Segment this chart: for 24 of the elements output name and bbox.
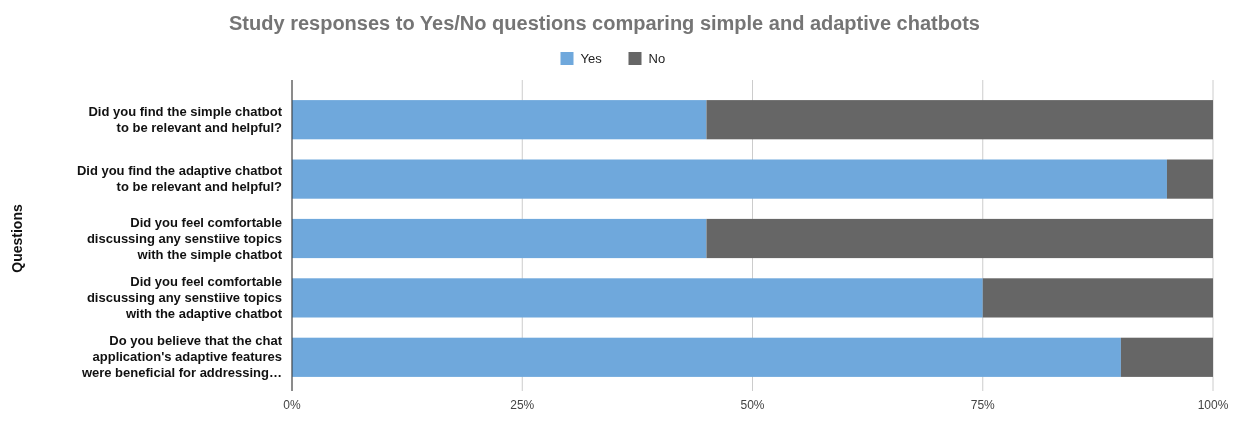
bar	[292, 100, 707, 140]
chart-title: Study responses to Yes/No questions comparing simple and adaptive chatbots	[229, 12, 980, 34]
y-tick-label: Did you find the simple chatbot to be relevant and helpful?	[88, 103, 283, 135]
legend-label: Yes	[580, 51, 603, 66]
x-tick-label: 0%	[283, 398, 301, 412]
bar	[292, 218, 707, 259]
y-tick-label: Did you feel comfortable discussing any senstiive topics with the simple chatbot	[86, 214, 283, 262]
y-tick-label: Did you find the adaptive chatbot to be relevant and helpful?	[76, 163, 283, 195]
x-tick-label: 100%	[1197, 398, 1229, 412]
bar	[706, 100, 1213, 140]
bar	[1120, 337, 1213, 377]
bar	[706, 218, 1213, 259]
bar	[982, 278, 1213, 318]
bar	[292, 159, 1167, 199]
x-tick-label: 75%	[970, 398, 996, 412]
y-tick-label: Did you feel comfortable discussing any senstiive topics with the adaptive chatbot	[86, 273, 283, 321]
y-tick-label: Do you believe that the chat application's adaptive features were beneficial for addressing…	[80, 333, 283, 381]
y-axis-title: Questions	[9, 204, 25, 273]
x-tick-label: 25%	[510, 398, 535, 412]
x-tick-label: 50%	[740, 398, 765, 412]
legend-label: No	[648, 51, 666, 66]
bar	[292, 278, 983, 318]
bar	[1166, 159, 1213, 199]
bar	[292, 337, 1121, 377]
